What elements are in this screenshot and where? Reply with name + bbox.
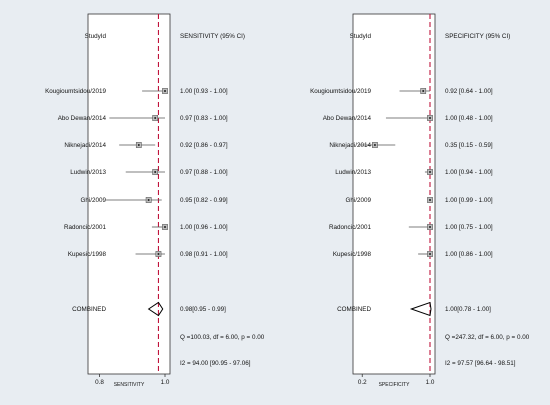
study-point <box>157 253 160 255</box>
study-estimate-label: 1.00 [0.86 - 1.00] <box>445 251 493 258</box>
combined-estimate-label: 0.98[0.95 - 0.99] <box>180 306 226 313</box>
combined-label: COMBINED <box>337 306 371 313</box>
x-tick-label: 0.2 <box>358 379 367 386</box>
study-estimate-label: 1.00 [0.48 - 1.00] <box>445 115 493 122</box>
study-estimate-label: 0.92 [0.64 - 1.00] <box>445 88 493 95</box>
study-name: Kupesic/1998 <box>68 251 107 258</box>
study-name: Radoncic/2001 <box>329 224 372 231</box>
study-point <box>164 90 166 92</box>
study-estimate-label: 0.35 [0.15 - 0.59] <box>445 142 493 149</box>
plot-frame <box>87 13 171 375</box>
x-tick-label: 1.0 <box>426 379 435 386</box>
study-estimate-label: 1.00 [0.75 - 1.00] <box>445 224 493 231</box>
q-statistic: Q =100.03, df = 6.00, p = 0.00 <box>180 334 265 341</box>
study-name: Kougioumtsidou/2019 <box>45 88 106 95</box>
study-point <box>154 171 157 173</box>
study-name: Abo Dewan/2014 <box>323 115 372 122</box>
study-name: Ghi/2009 <box>345 197 371 204</box>
study-estimate-label: 0.95 [0.82 - 0.99] <box>180 197 228 204</box>
studyid-header: StudyId <box>350 33 372 40</box>
study-name: Ghi/2009 <box>80 197 106 204</box>
study-point <box>137 144 140 146</box>
i2-statistic: I2 = 94.00 [90.95 - 97.06] <box>180 360 251 367</box>
study-estimate-label: 1.00 [0.96 - 1.00] <box>180 224 228 231</box>
study-name: Kougioumtsidou/2019 <box>310 88 371 95</box>
combined-diamond <box>147 301 164 317</box>
study-point <box>429 226 431 228</box>
combined-estimate-label: 1.00[0.78 - 1.00] <box>445 306 491 313</box>
x-axis-label: SPECIFICITY <box>379 382 411 388</box>
study-name: Niknejadi/2014 <box>64 142 106 149</box>
study-point <box>429 171 431 173</box>
study-name: Ludwin/2013 <box>335 169 371 176</box>
stat-header: SPECIFICITY (95% CI) <box>445 33 510 40</box>
study-name: Radoncic/2001 <box>64 224 107 231</box>
study-estimate-label: 1.00 [0.99 - 1.00] <box>445 197 493 204</box>
specificity-panel: StudyId SPECIFICITY (95% CI) Kougioumtsido… <box>310 13 530 388</box>
study-estimate-label: 0.97 [0.88 - 1.00] <box>180 169 228 176</box>
study-estimate-label: 0.97 [0.83 - 1.00] <box>180 115 228 122</box>
study-point <box>429 117 431 119</box>
study-point <box>422 90 425 92</box>
study-name: Abo Dewan/2014 <box>58 115 107 122</box>
study-point <box>429 253 431 255</box>
i2-statistic: I2 = 97.57 [96.64 - 98.51] <box>445 360 516 367</box>
study-name: Niknejadi/2014 <box>329 142 371 149</box>
study-estimate-label: 1.00 [0.93 - 1.00] <box>180 88 228 95</box>
sensitivity-panel: StudyId SENSITIVITY (95% CI) Kougioumtsido… <box>45 13 265 388</box>
study-estimate-label: 1.00 [0.94 - 1.00] <box>445 169 493 176</box>
combined-diamond <box>409 301 432 317</box>
study-point <box>147 199 150 201</box>
study-estimate-label: 0.98 [0.91 - 1.00] <box>180 251 228 258</box>
study-point <box>164 226 166 228</box>
x-tick-label: 0.8 <box>95 379 104 386</box>
combined-label: COMBINED <box>72 306 106 313</box>
studyid-header: StudyId <box>85 33 107 40</box>
study-estimate-label: 0.92 [0.86 - 0.97] <box>180 142 228 149</box>
x-axis-label: SENSITIVITY <box>114 382 145 388</box>
q-statistic: Q =247.32, df = 6.00, p = 0.00 <box>445 334 530 341</box>
stat-header: SENSITIVITY (95% CI) <box>180 33 245 40</box>
x-tick-label: 1.0 <box>161 379 170 386</box>
study-name: Ludwin/2013 <box>70 169 106 176</box>
study-point <box>373 144 376 146</box>
plot-frame <box>352 13 436 375</box>
study-name: Kupesic/1998 <box>333 251 372 258</box>
study-point <box>429 199 431 201</box>
study-point <box>154 117 157 119</box>
